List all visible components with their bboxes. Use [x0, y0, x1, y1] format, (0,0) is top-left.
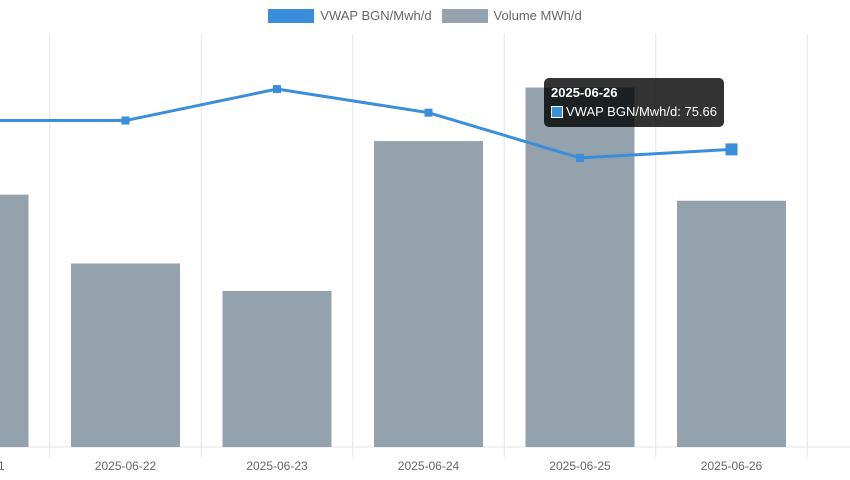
vwap-line	[0, 85, 738, 162]
tooltip-title: 2025-06-26	[551, 85, 618, 100]
tooltip-series: VWAP BGN/Mwh/d	[566, 104, 678, 119]
tooltip-separator: :	[677, 104, 685, 119]
tooltip-swatch	[551, 106, 563, 118]
volume-bar	[374, 141, 483, 447]
vwap-point	[576, 153, 584, 162]
volume-bar	[71, 263, 180, 447]
legend-item-volume[interactable]: Volume MWh/d	[441, 8, 582, 23]
tooltip: 2025-06-26 VWAP BGN/Mwh/d: 75.66	[544, 78, 725, 127]
x-tick-label: 2025-06-22	[95, 459, 157, 473]
x-tick-label: 2025-06-24	[398, 459, 460, 473]
vwap-point	[725, 143, 738, 156]
volume-bar	[222, 290, 332, 447]
vwap-line-path	[0, 87, 732, 160]
tooltip-row: VWAP BGN/Mwh/d: 75.66	[551, 103, 717, 121]
x-tick-label: 2025-06-26	[701, 459, 763, 473]
legend-label-vwap: VWAP BGN/Mwh/d	[320, 8, 432, 23]
vwap-point	[424, 108, 433, 117]
x-axis-ticks: 2025-06-21 2025-06-22 2025-06-23 2025-06-24…	[0, 459, 763, 473]
volume-bar	[677, 200, 786, 447]
vwap-point	[121, 116, 130, 125]
volume-bars	[0, 87, 786, 447]
legend-item-vwap[interactable]: VWAP BGN/Mwh/d	[268, 8, 432, 23]
legend-swatch-volume	[441, 8, 488, 23]
x-tick-label: 2025-06-25	[549, 459, 611, 473]
legend: VWAP BGN/Mwh/d Volume MWh/d	[0, 8, 850, 23]
legend-swatch-vwap	[268, 8, 315, 23]
volume-bar	[0, 194, 29, 447]
tooltip-value: 75.66	[684, 104, 718, 119]
volume-bar	[525, 87, 635, 447]
vwap-point	[273, 85, 281, 94]
x-tick-label: 2025-06-21	[0, 459, 5, 473]
x-tick-label: 2025-06-23	[246, 459, 308, 473]
legend-label-volume: Volume MWh/d	[493, 8, 582, 23]
